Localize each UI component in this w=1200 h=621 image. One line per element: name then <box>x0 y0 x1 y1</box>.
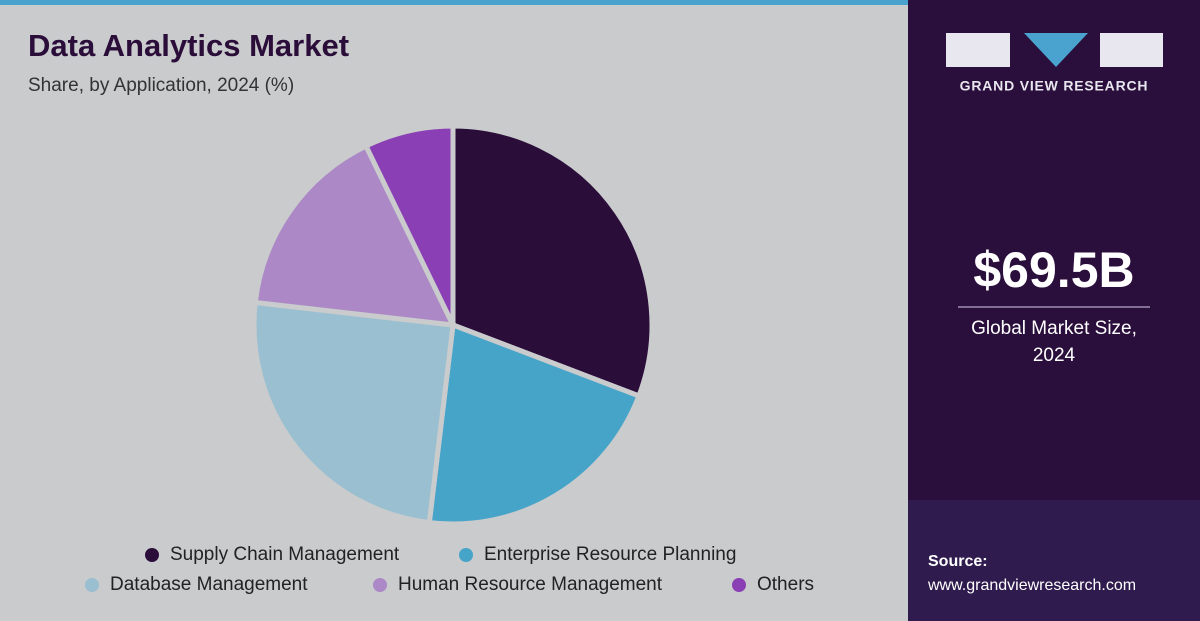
market-size-label: Global Market Size, 2024 <box>971 318 1137 366</box>
pie-slice <box>426 321 643 527</box>
side-panel-footer <box>908 500 1200 621</box>
legend-swatch <box>85 578 99 592</box>
pie-slice <box>362 123 456 327</box>
logo-block <box>946 33 1010 67</box>
legend-label: Supply Chain Management <box>170 544 400 565</box>
brand-name: GRAND VIEW RESEARCH <box>960 78 1149 94</box>
source-label: Source: <box>928 553 988 570</box>
market-size-label-box: Global Market Size, 2024 <box>971 318 1137 366</box>
logo-block <box>1024 33 1088 67</box>
legend-label: Enterprise Resource Planning <box>484 544 736 565</box>
legend-label: Human Resource Management <box>398 574 663 595</box>
pie-slice <box>252 142 458 328</box>
legend-label: Database Management <box>110 574 308 595</box>
legend-swatch <box>732 578 746 592</box>
logo <box>946 33 1163 67</box>
source-url: www.grandviewresearch.com <box>927 577 1136 594</box>
legend-label: Others <box>757 574 814 595</box>
pie-slice <box>251 299 456 526</box>
legend-swatch <box>459 548 473 562</box>
chart-subtitle: Share, by Application, 2024 (%) <box>28 75 294 96</box>
top-accent <box>0 0 908 5</box>
pie-slice <box>450 123 655 400</box>
legend-swatch <box>373 578 387 592</box>
chart-title: Data Analytics Market <box>28 28 349 63</box>
market-size: $69.5B <box>973 242 1134 298</box>
legend-swatch <box>145 548 159 562</box>
logo-block <box>1100 33 1163 67</box>
